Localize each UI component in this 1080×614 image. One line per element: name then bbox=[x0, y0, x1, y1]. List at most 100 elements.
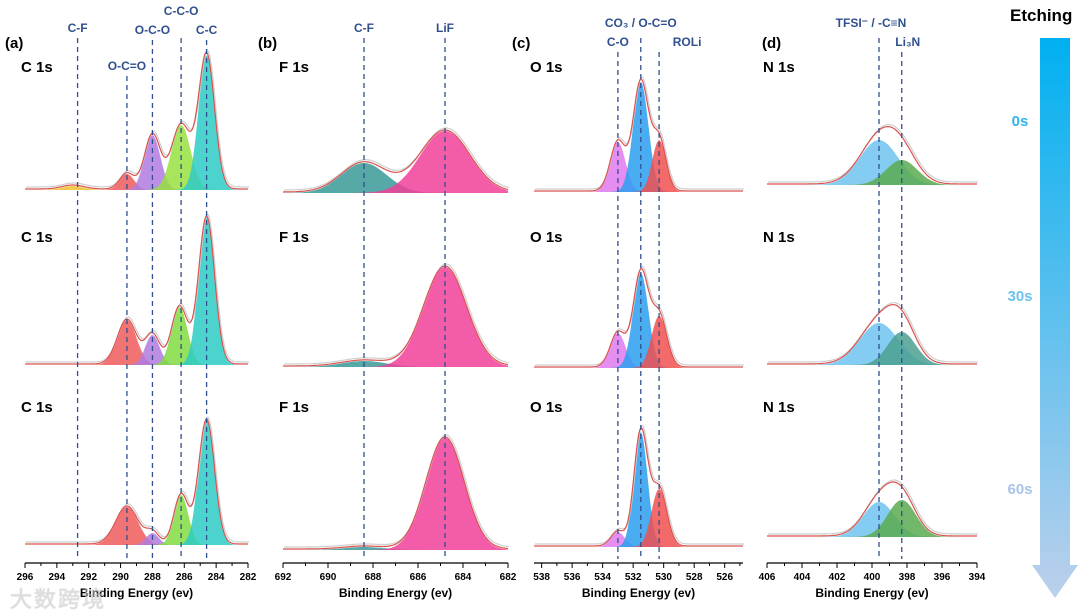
peak-li-n bbox=[767, 500, 977, 537]
reference-line-label: LiF bbox=[436, 21, 454, 35]
tick-label: 294 bbox=[49, 572, 66, 583]
tick-label: 404 bbox=[794, 572, 811, 583]
core-level-label: F 1s bbox=[279, 59, 309, 76]
peak-lif bbox=[283, 131, 508, 193]
fit-envelope-line bbox=[534, 267, 743, 368]
x-axis-title: Binding Energy (ev) bbox=[582, 586, 695, 600]
peak-tfsi-c-n bbox=[767, 502, 977, 537]
tick-label: 528 bbox=[686, 572, 703, 583]
tick-label: 398 bbox=[899, 572, 916, 583]
tick-label: 690 bbox=[320, 572, 337, 583]
peak-li-n bbox=[767, 160, 977, 185]
tick-label: 692 bbox=[275, 572, 292, 583]
panel-label: (a) bbox=[5, 35, 23, 52]
reference-line-label: O-C-O bbox=[135, 23, 170, 37]
peak-lif bbox=[283, 438, 508, 550]
tick-label: 400 bbox=[864, 572, 881, 583]
peak-co-o-c-o bbox=[534, 273, 743, 368]
tick-label: 538 bbox=[533, 572, 550, 583]
fit-envelope-line bbox=[25, 215, 248, 365]
fit-envelope-line bbox=[767, 481, 977, 537]
x-axis-title: Binding Energy (ev) bbox=[815, 586, 928, 600]
fit-envelope-line bbox=[25, 51, 248, 190]
peak-co-o-c-o bbox=[534, 432, 743, 547]
panel-label: (d) bbox=[762, 35, 781, 52]
fit-envelope-line bbox=[767, 303, 977, 365]
tick-label: 394 bbox=[969, 572, 986, 583]
raw-data-line bbox=[26, 416, 249, 543]
peak-lif bbox=[283, 267, 508, 367]
tick-label: 406 bbox=[759, 572, 776, 583]
raw-data-line bbox=[284, 263, 510, 365]
raw-data-line bbox=[283, 127, 510, 191]
core-level-label: N 1s bbox=[763, 229, 795, 246]
fit-envelope-line bbox=[282, 129, 509, 193]
peak-c-f bbox=[25, 186, 248, 190]
etching-time-0s: 0s bbox=[1011, 113, 1029, 130]
tick-label: 532 bbox=[625, 572, 642, 583]
raw-data-line bbox=[284, 434, 510, 548]
peak-c-f bbox=[283, 163, 508, 193]
etching-time-60s: 60s bbox=[1007, 481, 1033, 498]
raw-data-line bbox=[26, 213, 249, 363]
tick-label: 290 bbox=[112, 572, 129, 583]
peak-tfsi-c-n bbox=[767, 323, 977, 365]
tick-label: 688 bbox=[365, 572, 382, 583]
tick-label: 530 bbox=[655, 572, 672, 583]
peak-c-f bbox=[283, 361, 508, 367]
fit-envelope-line bbox=[25, 418, 248, 545]
tick-label: 282 bbox=[240, 572, 257, 583]
peak-c-f bbox=[283, 547, 508, 550]
panel-d: (d) N 1s N 1s N 1s TFSI⁻ / -C≡N Li₃N 406 404 402… bbox=[759, 16, 986, 600]
peak-o-c-o bbox=[25, 320, 248, 365]
reference-line-label: CO₃ / O-C=O bbox=[605, 16, 677, 30]
peak-tfsi-c-n bbox=[767, 140, 977, 185]
panel-a: (a) C 1s C 1s C 1s C-F O-C=O O-C-O C-C-O C-C 296 2… bbox=[5, 4, 257, 600]
tick-label: 536 bbox=[564, 572, 581, 583]
peak-c-c bbox=[25, 420, 248, 545]
core-level-label: O 1s bbox=[530, 399, 563, 416]
fit-envelope-line bbox=[767, 125, 977, 185]
x-axis-title: Binding Energy (ev) bbox=[339, 586, 452, 600]
fit-envelope-line bbox=[534, 426, 743, 547]
reference-line-label: Li₃N bbox=[895, 35, 920, 49]
tick-label: 402 bbox=[829, 572, 846, 583]
core-level-label: C 1s bbox=[21, 59, 53, 76]
tick-label: 296 bbox=[17, 572, 34, 583]
core-level-label: F 1s bbox=[279, 229, 309, 246]
fit-envelope-line bbox=[283, 265, 509, 367]
peak-c-c bbox=[25, 217, 248, 365]
tick-label: 684 bbox=[455, 572, 472, 583]
tick-label: 286 bbox=[176, 572, 193, 583]
reference-line-label: O-C=O bbox=[108, 59, 146, 73]
tick-label: 686 bbox=[410, 572, 427, 583]
reference-line-label: C-C-O bbox=[164, 4, 199, 18]
reference-line-label: TFSI⁻ / -C≡N bbox=[836, 16, 907, 30]
core-level-label: O 1s bbox=[530, 229, 563, 246]
etching-arrow bbox=[1032, 38, 1078, 598]
core-level-label: F 1s bbox=[279, 399, 309, 416]
core-level-label: C 1s bbox=[21, 229, 53, 246]
fit-envelope-line bbox=[283, 436, 509, 550]
reference-line-label: C-F bbox=[354, 21, 374, 35]
reference-line-label: C-C bbox=[196, 23, 218, 37]
panel-label: (b) bbox=[258, 35, 277, 52]
core-level-label: C 1s bbox=[21, 399, 53, 416]
reference-line-label: ROLi bbox=[673, 35, 702, 49]
etching-title: Etching bbox=[1010, 6, 1073, 25]
fit-envelope-line bbox=[534, 78, 743, 192]
core-level-label: O 1s bbox=[530, 59, 563, 76]
raw-data-line bbox=[26, 49, 249, 188]
peak-li-n bbox=[767, 332, 977, 365]
tick-label: 526 bbox=[716, 572, 733, 583]
x-axis-title: Binding Energy (ev) bbox=[80, 586, 193, 600]
tick-label: 292 bbox=[80, 572, 97, 583]
core-level-label: N 1s bbox=[763, 399, 795, 416]
tick-label: 288 bbox=[144, 572, 161, 583]
peak-c-c bbox=[25, 55, 248, 191]
reference-line-label: C-F bbox=[68, 21, 88, 35]
reference-line-label: C-O bbox=[607, 35, 629, 49]
